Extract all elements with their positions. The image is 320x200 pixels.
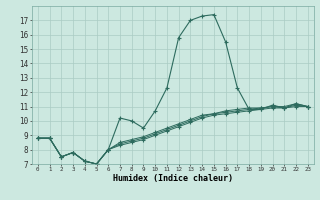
X-axis label: Humidex (Indice chaleur): Humidex (Indice chaleur) [113,174,233,183]
